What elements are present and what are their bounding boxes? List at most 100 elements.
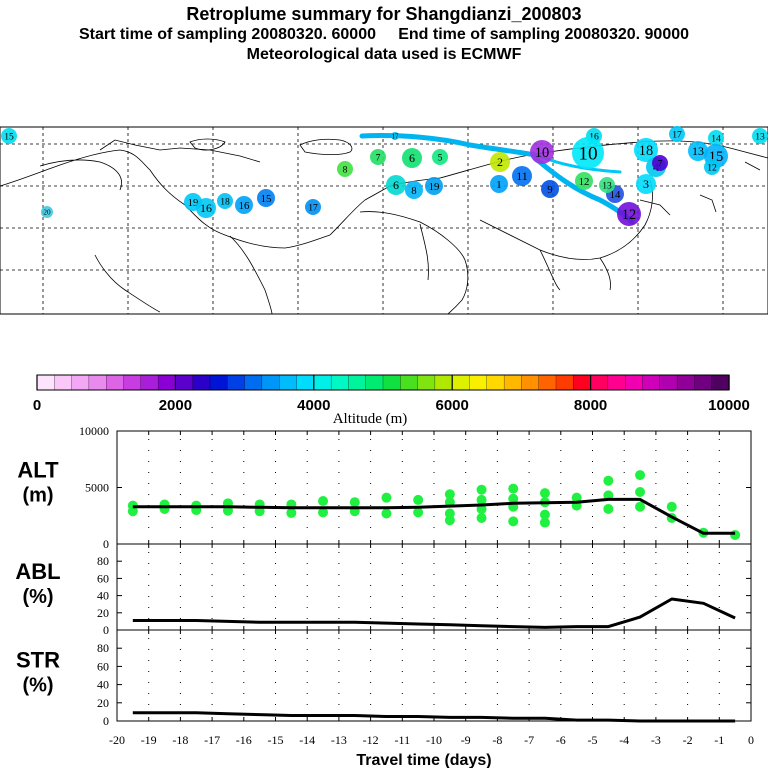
plume-bubble: 15 bbox=[257, 189, 275, 207]
y-tick-label: 80 bbox=[97, 554, 109, 568]
colorbar-swatch bbox=[382, 374, 401, 391]
altitude-point bbox=[444, 489, 455, 500]
bubble-label: 17 bbox=[672, 129, 682, 140]
x-tick-label: -14 bbox=[299, 733, 315, 747]
colorbar-swatch bbox=[400, 374, 419, 391]
bubble-label: 14 bbox=[711, 133, 721, 144]
bubble-label: 6 bbox=[393, 178, 399, 192]
y-tick-label: 40 bbox=[97, 678, 109, 692]
altitude-point bbox=[635, 470, 646, 481]
colorbar-swatch bbox=[607, 374, 626, 391]
bubble-label: 8 bbox=[411, 185, 416, 197]
colorbar-swatch bbox=[106, 374, 125, 391]
colorbar-swatch bbox=[175, 374, 194, 391]
bubble-label: 10 bbox=[578, 144, 597, 165]
x-tick-label: -17 bbox=[204, 733, 220, 747]
bubble-label: 10 bbox=[535, 145, 549, 161]
plume-bubble: 7 bbox=[370, 149, 386, 165]
plume-bubble: 17 bbox=[669, 126, 685, 142]
x-axis-label: Travel time (days) bbox=[356, 752, 491, 768]
altitude-point bbox=[730, 529, 741, 540]
plume-bubble: 15 bbox=[1, 128, 17, 144]
bubble-label: 12 bbox=[707, 162, 717, 173]
x-tick-label: -1 bbox=[714, 733, 724, 747]
x-tick-label: -18 bbox=[172, 733, 188, 747]
y-tick-label: 20 bbox=[97, 606, 109, 620]
bubble-label: 11 bbox=[516, 169, 528, 183]
altitude-point bbox=[318, 496, 329, 507]
colorbar-label: Altitude (m) bbox=[333, 411, 408, 427]
y-tick-label: 0 bbox=[103, 537, 109, 551]
x-tick-label: -11 bbox=[395, 733, 411, 747]
colorbar-swatch bbox=[54, 374, 73, 391]
colorbar-swatch bbox=[538, 374, 557, 391]
altitude-point bbox=[349, 497, 360, 508]
colorbar-swatch bbox=[642, 374, 661, 391]
plume-bubble: 8 bbox=[405, 181, 423, 199]
x-tick-label: -15 bbox=[268, 733, 284, 747]
time-series-panels: 0500010000ALT(m)020406080ABL(%)020406080… bbox=[15, 424, 754, 768]
colorbar-swatch bbox=[36, 374, 55, 391]
y-axis-label: ALT bbox=[17, 458, 59, 483]
plume-bubble: 13 bbox=[752, 128, 768, 144]
plume-bubble: 12 bbox=[617, 202, 641, 226]
plume-bubble: 18 bbox=[217, 193, 233, 209]
bubble-label: 17 bbox=[392, 132, 400, 140]
x-tick-label: -3 bbox=[651, 733, 661, 747]
colorbar-swatch bbox=[192, 374, 211, 391]
y-tick-label: 60 bbox=[97, 659, 109, 673]
colorbar-swatch bbox=[348, 374, 367, 391]
plume-bubble: 10 bbox=[530, 140, 554, 164]
y-tick-label: 60 bbox=[97, 571, 109, 585]
colorbar-swatch bbox=[417, 374, 436, 391]
x-tick-label: -12 bbox=[363, 733, 379, 747]
x-tick-label: -7 bbox=[524, 733, 534, 747]
altitude-point bbox=[508, 483, 519, 494]
bubble-label: 19 bbox=[188, 197, 199, 209]
x-tick-label: -9 bbox=[461, 733, 471, 747]
panel-abl: 0 20 40 60 80 ABL(%) bbox=[15, 543, 752, 637]
colorbar-swatch bbox=[88, 374, 107, 391]
x-tick-label: -4 bbox=[619, 733, 629, 747]
colorbar-swatch bbox=[469, 374, 488, 391]
bubble-label: 20 bbox=[43, 209, 51, 217]
colorbar-tick-label: 4000 bbox=[297, 397, 330, 414]
plume-bubble: 6 bbox=[386, 175, 406, 195]
bubble-label: 13 bbox=[755, 131, 765, 142]
plume-bubble: 1 bbox=[490, 175, 508, 193]
colorbar-swatch bbox=[434, 374, 453, 391]
panel-alt: 0 5000 10000 ALT(m) bbox=[17, 424, 752, 551]
colorbar-swatch bbox=[244, 374, 263, 391]
bubble-label: 2 bbox=[497, 155, 503, 169]
series-line-str bbox=[132, 711, 736, 723]
plume-bubble: 18 bbox=[634, 138, 658, 162]
altitude-point bbox=[286, 507, 297, 518]
colorbar-swatch bbox=[313, 374, 332, 391]
plume-bubble: 11 bbox=[512, 166, 532, 186]
bubble-label: 16 bbox=[200, 201, 212, 215]
plume-bubble: 20 bbox=[41, 206, 53, 218]
bubble-label: 15 bbox=[4, 131, 14, 142]
colorbar-swatch bbox=[555, 374, 574, 391]
colorbar-swatch bbox=[140, 374, 159, 391]
altitude-point bbox=[476, 513, 487, 524]
y-axis-label: (m) bbox=[22, 485, 53, 507]
coastlines bbox=[0, 138, 768, 315]
altitude-point bbox=[635, 487, 646, 498]
altitude-point bbox=[666, 501, 677, 512]
plume-bubble: 12 bbox=[575, 172, 593, 190]
colorbar-swatch bbox=[209, 374, 228, 391]
y-tick-label: 0 bbox=[103, 714, 109, 728]
altitude-point bbox=[318, 507, 329, 518]
altitude-point bbox=[635, 501, 646, 512]
y-axis-label: ABL bbox=[15, 559, 60, 584]
plume-bubble: 10 bbox=[572, 137, 604, 169]
bubble-label: 13 bbox=[602, 180, 612, 191]
colorbar-swatch bbox=[521, 374, 540, 391]
colorbar-tick-label: 8000 bbox=[574, 397, 607, 414]
plume-bubble: 16 bbox=[235, 196, 253, 214]
altitude-point bbox=[571, 492, 582, 503]
